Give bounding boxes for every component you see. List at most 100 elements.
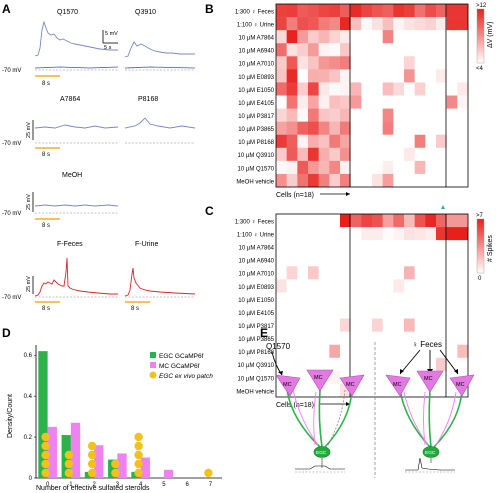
heatmap-c-cell	[297, 344, 309, 359]
heatmap-b-cell	[404, 30, 415, 44]
heatmap-c-row-label: 10 µM A7864	[239, 246, 275, 252]
heatmap-b-cell	[404, 82, 415, 96]
heatmap-c-cell	[457, 344, 469, 359]
heatmap-b-cell	[361, 43, 373, 57]
heatmap-c-cell	[382, 331, 394, 346]
heatmap-c-cell	[382, 292, 394, 306]
heatmap-c-cell	[276, 240, 287, 254]
heatmap-b-cell	[382, 56, 394, 70]
colorbar-c-top: >7	[476, 213, 484, 219]
heatmap-c-cell	[414, 318, 426, 332]
heatmap-b-cell	[457, 160, 469, 175]
heatmap-b-cell	[286, 82, 298, 96]
rest-label-row3: -70 mV	[2, 211, 21, 217]
heatmap-b-cell	[382, 17, 394, 31]
heatmap-c-cell	[276, 214, 287, 228]
heatmap-c-cell	[297, 266, 309, 280]
heatmap-b-cell	[404, 108, 415, 122]
heatmap-b-cell	[425, 147, 437, 162]
e-left-mc-1-label: MC	[283, 382, 292, 388]
d-bar-egc	[38, 351, 48, 478]
heatmap-b-cell	[382, 82, 394, 96]
panel-b-heatmap: 1:300 ♀ Feces 1:100 ♀ Urine 10 µM A7864 10 …	[235, 3, 494, 199]
heatmap-c-cell	[414, 331, 426, 346]
heatmap-b-cell	[425, 69, 437, 83]
heatmap-c-cell	[436, 383, 447, 398]
heatmap-c-cell	[361, 240, 373, 254]
heatmap-c-cell	[297, 279, 309, 293]
e-right-green-2	[428, 389, 432, 448]
heatmap-c-row-label: 10 µM A7010	[239, 272, 275, 278]
d-dot-egc-patch	[64, 459, 74, 469]
heatmap-c-cell	[372, 240, 383, 254]
heatmap-b-cell	[361, 147, 373, 162]
heatmap-b-cell	[393, 17, 405, 31]
heatmap-b-cell	[297, 17, 309, 31]
heatmap-c-cell	[382, 227, 394, 241]
heatmap-c-cell	[425, 305, 437, 319]
heatmap-b-row-label: 10 µM E4105	[238, 101, 274, 107]
heatmap-c-cell	[286, 214, 298, 228]
heatmap-b-cell	[404, 134, 415, 149]
heatmap-c-cell	[446, 305, 458, 319]
heatmap-b-cell	[308, 147, 319, 162]
e-left-mc-2	[306, 369, 334, 392]
heatmap-c-cell	[297, 357, 309, 372]
heatmap-c-cell	[340, 266, 351, 280]
heatmap-b-cell	[404, 43, 415, 57]
heatmap-c-cell	[318, 383, 330, 398]
heatmap-b-cell	[340, 147, 351, 162]
heatmap-c-cell	[393, 305, 405, 319]
heatmap-c-cell	[308, 214, 319, 228]
trace-q1570-blue	[34, 66, 119, 69]
heatmap-c-cell	[382, 214, 394, 228]
heatmap-c-cell	[340, 344, 351, 359]
heatmap-c-cell	[318, 344, 330, 359]
colorbar-c-label: # Spikes	[487, 235, 494, 262]
heatmap-c-cell	[276, 305, 287, 319]
heatmap-c-cell	[329, 266, 341, 280]
heatmap-b-row-label: 10 µM Q3910	[238, 153, 275, 159]
stim-label-row3: 8 s	[42, 223, 50, 229]
heatmap-c-cell	[393, 357, 405, 372]
heatmap-b-cell	[446, 56, 458, 70]
heatmap-c-cell	[446, 214, 458, 228]
heatmap-b-cell	[372, 30, 383, 44]
heatmap-b-cell	[308, 30, 319, 44]
heatmap-b-cell	[318, 134, 330, 149]
heatmap-c-cell	[414, 383, 426, 398]
heatmap-b-cell	[350, 134, 362, 149]
colorbar-b	[476, 8, 485, 64]
heatmap-b-cell	[361, 160, 373, 175]
panel-e-schematic: Q1570 ♀ Feces MC MC MC MC	[266, 340, 475, 478]
heatmap-c-cell	[425, 266, 437, 280]
e-left-pink-1	[292, 389, 319, 446]
heatmap-b-cell	[350, 69, 362, 83]
heatmap-c-cell	[318, 318, 330, 332]
heatmap-c-cell	[382, 266, 394, 280]
e-right-arrow-1	[399, 349, 421, 375]
heatmap-b-cell	[361, 4, 373, 18]
heatmap-c-cell	[340, 214, 351, 228]
heatmap-c-cell	[457, 266, 469, 280]
legend-label-egc-gcamp: EGC GCaMP6f	[159, 353, 204, 360]
heatmap-b-cell	[436, 121, 447, 136]
e-right-mc-1-label: MC	[393, 382, 402, 388]
heatmap-b-cell	[457, 4, 469, 18]
heatmap-b-cell	[446, 121, 458, 136]
d-xtick-label: 5	[162, 482, 166, 488]
heatmap-c-xlabel: Cells (n=18)	[276, 402, 314, 409]
heatmap-c-cell	[414, 370, 426, 385]
heatmap-c-cell	[372, 344, 383, 359]
e-right-egc-label: EGC	[425, 450, 436, 456]
d-ytick-label: 0.6	[24, 353, 33, 359]
heatmap-b-cell	[393, 121, 405, 136]
heatmap-b-cell	[308, 134, 319, 149]
heatmap-b-cell	[308, 121, 319, 136]
heatmap-b-cell	[393, 134, 405, 149]
heatmap-c-cell	[393, 240, 405, 254]
heatmap-c-cell	[340, 279, 351, 293]
heatmap-b-row-label: 1:100 ♀ Urine	[237, 22, 275, 28]
d-xtick-label: 3	[116, 482, 120, 488]
